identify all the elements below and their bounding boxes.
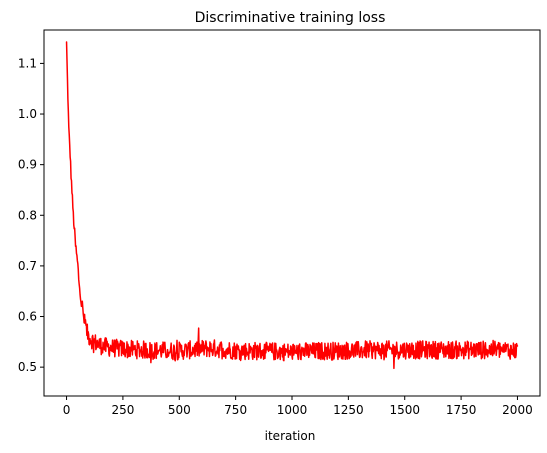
x-tick-label: 2000 — [502, 403, 533, 417]
x-tick-label: 750 — [224, 403, 247, 417]
x-tick-label: 1500 — [389, 403, 420, 417]
y-tick-label: 1.0 — [18, 107, 37, 121]
plot-area — [43, 29, 541, 397]
y-tick-label: 0.8 — [18, 208, 37, 222]
x-tick-label: 1250 — [333, 403, 364, 417]
x-axis-label: iteration — [265, 429, 316, 443]
x-axis: 0 250 500 750 1000 1250 1500 1750 2000 — [63, 396, 533, 417]
x-tick-label: 500 — [168, 403, 191, 417]
y-axis: 0.5 0.6 0.7 0.8 0.9 1.0 1.1 — [18, 56, 44, 374]
x-tick-label: 0 — [63, 403, 71, 417]
y-tick-label: 0.5 — [18, 360, 37, 374]
x-tick-label: 250 — [111, 403, 134, 417]
plot-background — [44, 30, 540, 396]
y-tick-label: 0.6 — [18, 310, 37, 324]
y-tick-label: 0.9 — [18, 158, 37, 172]
x-tick-label: 1000 — [277, 403, 308, 417]
x-tick-label: 1750 — [446, 403, 477, 417]
chart-title: Discriminative training loss — [195, 10, 386, 26]
y-tick-label: 0.7 — [18, 259, 37, 273]
y-tick-label: 1.1 — [18, 56, 37, 70]
loss-line-series — [65, 41, 519, 370]
